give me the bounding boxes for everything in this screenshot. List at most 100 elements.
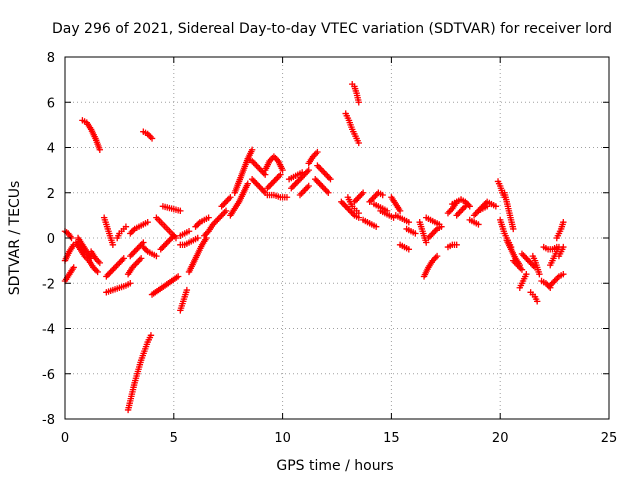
- data-point-interp: [95, 258, 102, 265]
- data-point: [157, 246, 164, 253]
- data-point-interp: [357, 192, 364, 199]
- data-point-interp: [322, 186, 329, 193]
- data-point: [396, 207, 404, 215]
- data-point-interp: [271, 177, 278, 184]
- data-point: [133, 259, 141, 267]
- data-point-interp: [304, 168, 311, 175]
- data-point-interp: [299, 188, 307, 196]
- data-point-interp: [302, 169, 310, 177]
- data-point: [288, 185, 295, 192]
- data-point: [292, 180, 299, 187]
- data-point-interp: [295, 177, 302, 184]
- data-point-interp: [110, 265, 117, 273]
- data-point-interp: [251, 160, 259, 168]
- data-point-interp: [221, 209, 228, 216]
- data-point: [429, 230, 436, 237]
- data-point: [107, 268, 114, 276]
- data-point: [475, 221, 482, 228]
- data-point-interp: [138, 240, 146, 248]
- data-point: [70, 264, 77, 271]
- data-point: [116, 259, 123, 267]
- data-point: [96, 146, 104, 153]
- data-point: [312, 175, 319, 183]
- data-point-interp: [106, 270, 113, 277]
- data-point-interp: [325, 174, 333, 181]
- data-point-interp: [358, 191, 365, 198]
- data-point: [457, 207, 465, 215]
- data-point-interp: [250, 177, 257, 184]
- data-point-interp: [321, 169, 328, 177]
- data-point-interp: [302, 185, 310, 193]
- data-point-interp: [202, 231, 209, 238]
- data-point: [320, 185, 328, 192]
- data-point-interp: [549, 279, 557, 286]
- data-point-interp: [430, 228, 438, 236]
- data-point: [305, 182, 312, 190]
- data-point-interp: [267, 182, 274, 189]
- data-point-interp: [454, 210, 462, 218]
- data-point: [253, 162, 260, 169]
- data-point-interp: [275, 172, 283, 180]
- data-point-interp: [367, 197, 375, 204]
- x-tick-label: 25: [601, 431, 618, 446]
- data-point: [227, 194, 234, 201]
- data-point: [523, 271, 530, 278]
- data-point: [423, 239, 430, 246]
- data-point-interp: [132, 261, 139, 268]
- data-point: [174, 273, 182, 280]
- data-point-interp: [317, 165, 324, 172]
- data-point: [268, 180, 275, 187]
- data-point: [453, 212, 460, 219]
- data-point: [122, 223, 130, 230]
- data-point-interp: [134, 245, 141, 252]
- data-point-interp: [298, 174, 305, 181]
- data-point: [194, 234, 201, 242]
- data-point: [222, 207, 230, 215]
- data-point: [279, 166, 286, 174]
- data-point: [560, 271, 567, 278]
- data-point: [131, 248, 138, 255]
- data-point-interp: [272, 154, 279, 162]
- data-point: [551, 277, 558, 285]
- y-axis-label: SDTVAR / TECUs: [7, 181, 23, 296]
- data-point: [120, 255, 127, 262]
- data-point: [185, 228, 193, 235]
- data-point-interp: [428, 231, 435, 239]
- data-point-interp: [259, 168, 266, 175]
- data-point-interp: [128, 251, 135, 258]
- data-point: [148, 135, 156, 142]
- data-point-interp: [456, 209, 463, 216]
- data-point: [536, 271, 543, 278]
- data-point: [222, 198, 230, 205]
- data-point-interp: [291, 182, 298, 189]
- x-tick-label: 5: [170, 431, 178, 446]
- data-point: [257, 185, 265, 192]
- data-point: [170, 232, 177, 239]
- data-point-interp: [459, 206, 466, 213]
- data-point-interp: [317, 182, 325, 189]
- y-tick-label: -4: [42, 323, 55, 338]
- y-tick-label: 2: [47, 187, 55, 202]
- data-point: [462, 203, 469, 210]
- data-point-interp: [343, 204, 351, 212]
- data-point: [510, 225, 517, 233]
- data-point-interp: [339, 200, 347, 207]
- y-tick-label: 4: [47, 142, 55, 157]
- data-point-interp: [219, 210, 227, 218]
- data-point: [492, 203, 500, 210]
- data-point: [314, 148, 321, 156]
- data-point: [153, 252, 160, 260]
- data-point: [109, 241, 117, 248]
- data-point: [533, 298, 541, 305]
- data-point-interp: [256, 183, 263, 190]
- data-point-interp: [354, 195, 361, 202]
- data-point-interp: [520, 252, 527, 259]
- data-point-interp: [269, 178, 277, 186]
- data-point-interp: [215, 215, 222, 222]
- data-point-interp: [135, 258, 142, 265]
- data-point: [327, 175, 334, 183]
- data-point-interp: [472, 210, 479, 218]
- x-tick-label: 20: [492, 431, 509, 446]
- data-point: [379, 191, 386, 199]
- data-point: [183, 286, 191, 294]
